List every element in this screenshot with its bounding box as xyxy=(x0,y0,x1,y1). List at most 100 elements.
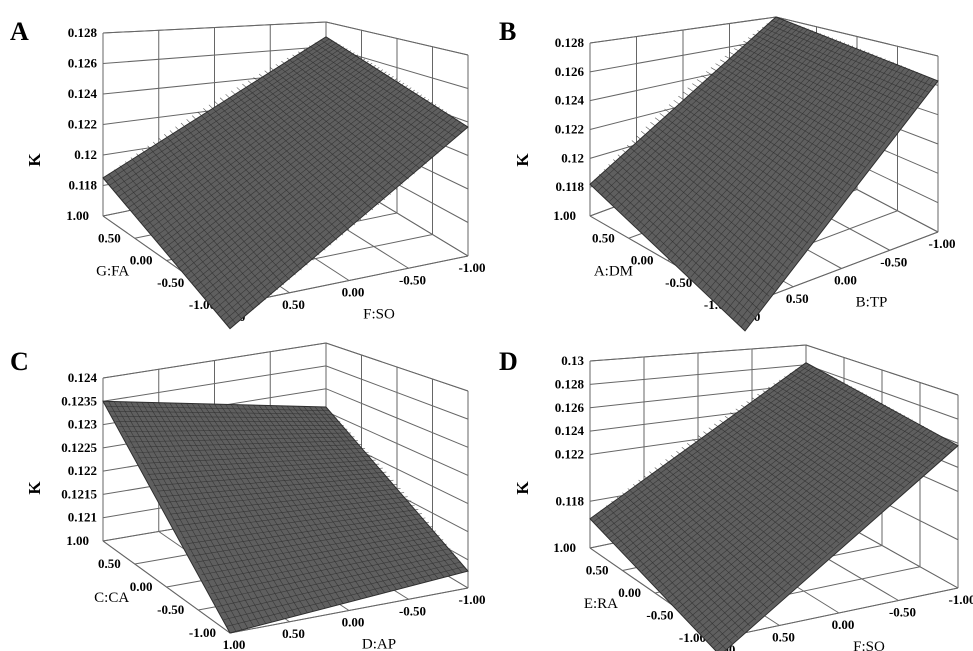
surface-mesh-line xyxy=(620,28,809,213)
surface-mesh-line xyxy=(713,66,906,301)
surface-mesh-line xyxy=(708,427,852,533)
surface-mesh-line xyxy=(773,383,923,474)
surface-mesh-line xyxy=(690,425,924,624)
surface-mesh-line xyxy=(125,432,351,438)
y-tick-label: 0.50 xyxy=(586,563,609,578)
surface-mesh-line xyxy=(596,366,814,526)
surface-mesh-line xyxy=(128,52,355,208)
y-tick-label: 0.00 xyxy=(631,253,654,268)
z-gridline xyxy=(102,21,469,56)
x-tick-label: 0.00 xyxy=(834,273,857,288)
surface-mesh-line xyxy=(119,401,249,629)
surface-mesh-line xyxy=(281,405,421,584)
surface-mesh-line xyxy=(594,179,751,325)
surface-mesh-line xyxy=(619,380,841,548)
surface-mesh-line xyxy=(297,406,439,579)
surface-mesh-line xyxy=(608,164,765,304)
surface-mesh-line xyxy=(721,70,914,308)
surface-mesh-line xyxy=(297,51,439,154)
surface-mesh-line xyxy=(692,83,852,187)
y-tick-label: -0.50 xyxy=(157,275,184,290)
surface-mesh-line xyxy=(156,71,387,242)
surface-mesh-line xyxy=(258,73,397,190)
surface-mesh-line xyxy=(644,37,833,234)
y-tick-label: -0.50 xyxy=(157,602,184,617)
z-gridline xyxy=(589,344,959,396)
z-tick-label: 0.122 xyxy=(68,463,97,478)
surface-mesh-line xyxy=(137,448,366,459)
surface-mesh-line xyxy=(164,134,296,276)
surface-mesh-line xyxy=(113,401,243,631)
response-surface xyxy=(102,400,469,634)
surface-mesh-line xyxy=(197,403,332,607)
surface-mesh-line xyxy=(130,401,261,626)
panel-letter: A xyxy=(10,17,29,46)
surface-mesh-line xyxy=(172,492,405,521)
surface-mesh-line xyxy=(682,91,842,199)
z-tick-label: 0.118 xyxy=(68,178,97,193)
surface-mesh-line xyxy=(703,434,940,638)
y-tick-label: -0.50 xyxy=(665,275,692,290)
surface-mesh-line xyxy=(156,471,387,492)
surface-mesh-line xyxy=(651,400,879,582)
surface-mesh-line xyxy=(677,417,909,609)
surface-mesh-line xyxy=(158,402,290,618)
surface-mesh-line xyxy=(703,431,846,538)
surface-mesh-line xyxy=(694,58,886,282)
surface-mesh-line xyxy=(207,109,444,303)
surface-mesh-line xyxy=(195,521,430,563)
x-tick-label: 0.00 xyxy=(342,615,365,630)
surface-mesh-line xyxy=(320,406,463,573)
surface-mesh-line xyxy=(671,48,862,259)
surface-mesh-line xyxy=(761,26,924,98)
surface-mesh-line xyxy=(632,33,821,223)
x-tick-label: 0.50 xyxy=(786,291,809,306)
surface-mesh-line xyxy=(729,51,890,138)
surface-mesh-line xyxy=(638,392,864,568)
surface-mesh-line xyxy=(710,438,947,645)
surface-mesh-line xyxy=(667,411,898,599)
surface-mesh-line xyxy=(674,415,905,606)
y-tick-label: 0.00 xyxy=(130,253,153,268)
surface-mesh-line xyxy=(125,161,255,310)
surface-mesh-line xyxy=(150,463,380,481)
surface-mesh-line xyxy=(641,394,867,572)
x-tick-label: 0.50 xyxy=(282,297,305,312)
surface-mesh-line xyxy=(638,479,774,604)
y-tick-label: 1.00 xyxy=(66,533,89,548)
x-tick-label: -0.50 xyxy=(880,254,907,269)
surface-mesh-line xyxy=(201,530,437,576)
surface-mesh-line xyxy=(292,406,433,581)
surface-mesh-line xyxy=(115,44,341,194)
z-tick-label: 0.124 xyxy=(68,370,98,385)
surface-mesh-line xyxy=(690,56,882,278)
surface-mesh-line xyxy=(664,408,894,596)
surface-mesh-line xyxy=(286,405,427,583)
surface-mesh-line xyxy=(675,50,866,263)
surface-mesh-line xyxy=(140,60,369,223)
surface-mesh-line xyxy=(303,406,445,578)
surface-mesh-line xyxy=(175,496,408,527)
surface-mesh-line xyxy=(108,173,237,325)
surface-mesh-line xyxy=(645,126,804,250)
surface-mesh-line xyxy=(128,436,355,443)
surface-mesh-line xyxy=(684,421,917,616)
surface-mesh-line xyxy=(647,39,837,238)
z-tick-label: 0.124 xyxy=(68,86,98,101)
surface-mesh-line xyxy=(715,63,876,156)
surface-mesh-line xyxy=(147,145,278,290)
surface-mesh-line xyxy=(141,451,369,464)
surface-mesh-line xyxy=(223,121,462,322)
surface-mesh-line xyxy=(169,403,302,615)
surface-mesh-line xyxy=(668,104,828,218)
surface-mesh-line xyxy=(697,435,840,544)
surface-mesh-line xyxy=(225,404,362,599)
surface-mesh-line xyxy=(112,415,337,419)
surface-mesh-line xyxy=(713,441,951,649)
z-axis-title: K xyxy=(513,481,532,495)
surface-mesh-line xyxy=(226,124,465,326)
surface-mesh-line xyxy=(648,398,875,578)
surface-mesh-line xyxy=(611,501,745,632)
surface-mesh-line xyxy=(632,483,768,609)
z-tick-label: 0.128 xyxy=(555,376,585,391)
